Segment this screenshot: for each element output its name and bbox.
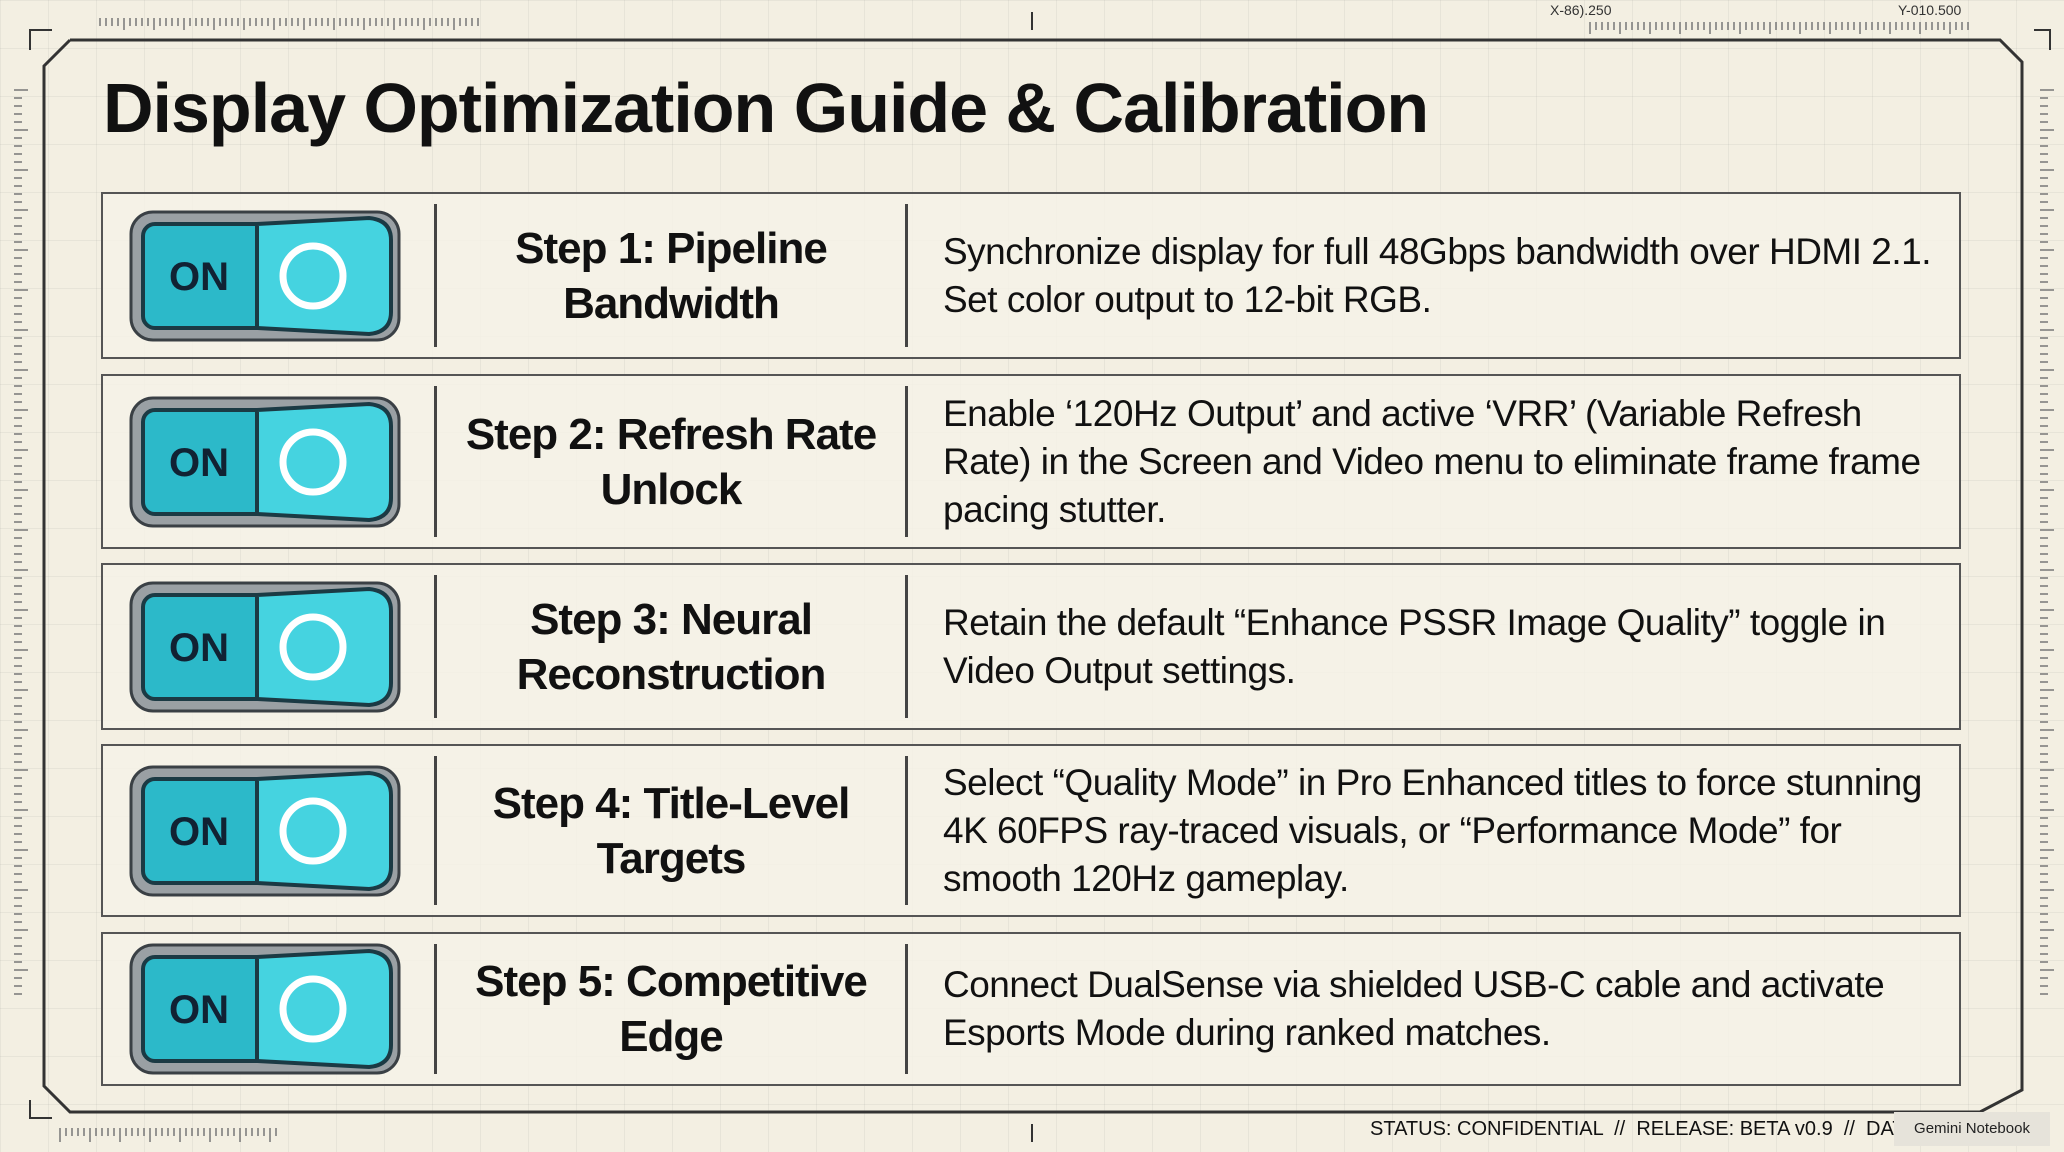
step-row: ON Step 5: Competitive Edge Connect DualSe… (101, 932, 1961, 1086)
column-divider (905, 386, 908, 537)
toggle-label: ON (169, 810, 229, 854)
step-row: ON Step 4: Title-Level Targets Select “Qua… (101, 744, 1961, 917)
column-divider (434, 386, 437, 537)
column-divider (905, 756, 908, 905)
column-divider (434, 575, 437, 718)
toggle-switch[interactable]: ON (129, 765, 403, 897)
column-divider (434, 204, 437, 347)
toggle-switch[interactable]: ON (129, 943, 403, 1075)
column-divider (905, 575, 908, 718)
step-title: Step 2: Refresh Rate Unlock (465, 409, 877, 514)
toggle-switch[interactable]: ON (129, 581, 403, 713)
status-bar: STATUS: CONFIDENTIAL // RELEASE: BETA v0… (1370, 1118, 1918, 1140)
coord-label: X-86).250 (1550, 2, 1612, 18)
step-description: Connect DualSense via shielded USB-C cab… (943, 964, 1885, 1053)
column-divider (905, 204, 908, 347)
step-row: ON Step 2: Refresh Rate Unlock Enable ‘120… (101, 374, 1961, 549)
watermark: Gemini Notebook (1894, 1112, 2050, 1146)
toggle-label: ON (169, 988, 229, 1032)
step-description: Retain the default “Enhance PSSR Image Q… (943, 601, 1886, 691)
step-description: Synchronize display for full 48Gbps band… (943, 230, 1932, 320)
step-row: ON Step 1: Pipeline Bandwidth Synchronize … (101, 192, 1961, 359)
column-divider (905, 944, 908, 1074)
step-description: Enable ‘120Hz Output’ and active ‘VRR’ (… (943, 392, 1921, 530)
column-divider (434, 944, 437, 1074)
toggle-switch[interactable]: ON (129, 210, 403, 342)
coord-label: Y-010.500 (1898, 2, 1962, 18)
title: Display Optimization Guide & Calibration (103, 69, 1429, 147)
step-description: Select “Quality Mode” in Pro Enhanced ti… (943, 761, 1922, 899)
step-row: ON Step 3: Neural Reconstruction Retain th… (101, 563, 1961, 730)
toggle-label: ON (169, 255, 229, 299)
toggle-label: ON (169, 441, 229, 485)
step-title: Step 3: Neural Reconstruction (516, 594, 827, 699)
step-title: Step 4: Title-Level Targets (492, 778, 851, 883)
step-title: Step 1: Pipeline Bandwidth (515, 223, 828, 328)
toggle-label: ON (169, 626, 229, 670)
column-divider (434, 756, 437, 905)
toggle-switch[interactable]: ON (129, 396, 403, 528)
step-title: Step 5: Competitive Edge (475, 957, 868, 1061)
